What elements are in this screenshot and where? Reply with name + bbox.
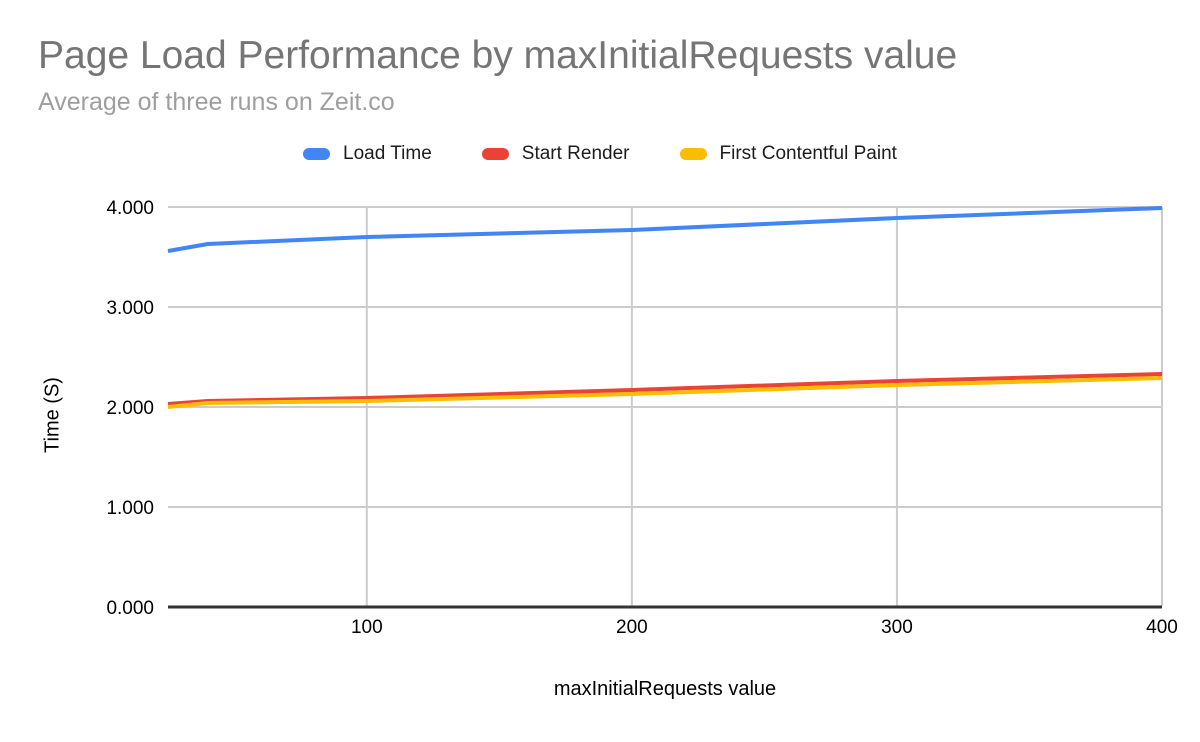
legend-label: Load Time — [343, 143, 432, 164]
legend-label: Start Render — [521, 143, 630, 164]
x-tick-label-400: 400 — [1146, 617, 1178, 638]
legend-item-start-render: Start Render — [481, 143, 630, 165]
y-tick-label-3: 3.000 — [106, 298, 154, 319]
legend: Load Time Start Render First Contentful Pa… — [0, 143, 1200, 165]
y-tick-label-1: 1.000 — [106, 498, 154, 519]
legend-item-load-time: Load Time — [303, 143, 432, 165]
chart-title: Page Load Performance by maxInitialReque… — [38, 34, 958, 77]
legend-swatch-icon — [303, 148, 331, 160]
series-line-load-time — [167, 206, 1163, 253]
series-line-start-render — [167, 372, 1163, 406]
legend-label: First Contentful Paint — [719, 143, 897, 164]
x-tick-label-300: 300 — [881, 617, 913, 638]
y-tick-label-4: 4.000 — [106, 198, 154, 219]
legend-swatch-icon — [679, 148, 707, 160]
y-tick-label-0: 0.000 — [106, 598, 154, 619]
x-tick-label-100: 100 — [351, 617, 383, 638]
legend-item-first-contentful-paint: First Contentful Paint — [679, 143, 897, 165]
y-axis-title: Time (S) — [41, 377, 64, 453]
x-axis-title: maxInitialRequests value — [553, 678, 777, 700]
series-line-first-contentful-paint — [167, 376, 1163, 409]
legend-swatch-icon — [481, 148, 509, 160]
y-tick-label-2: 2.000 — [106, 398, 154, 419]
chart-subtitle: Average of three runs on Zeit.co — [38, 88, 395, 116]
x-tick-label-200: 200 — [616, 617, 648, 638]
